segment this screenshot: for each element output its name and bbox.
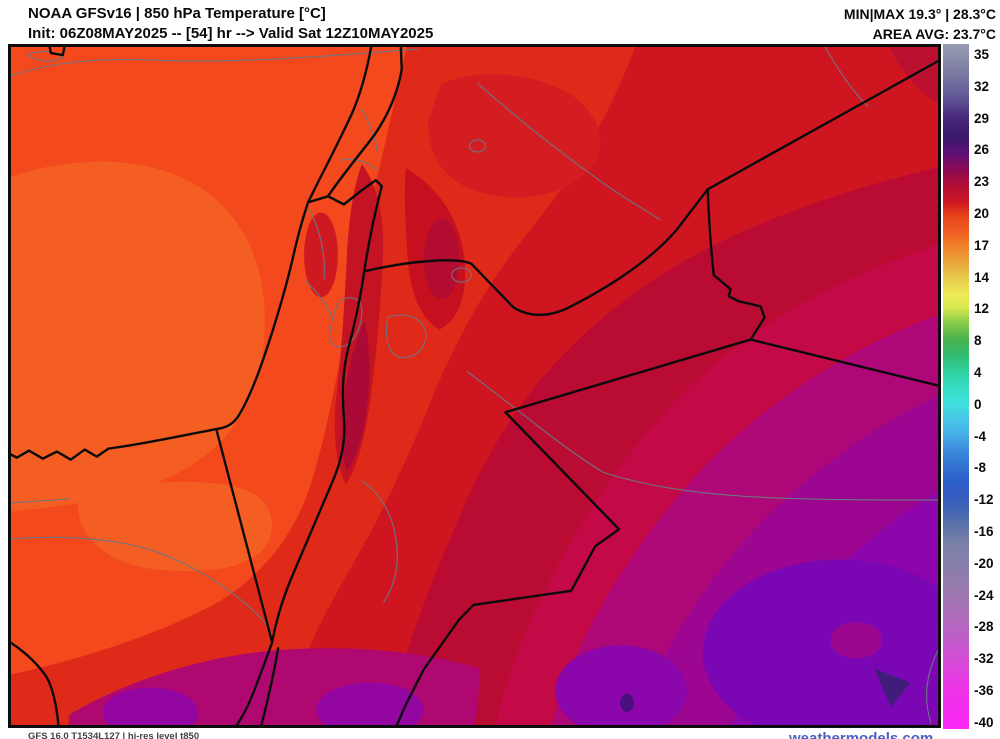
colorbar-tick: 23 (974, 174, 990, 190)
jordan-saudi-border-ne (504, 338, 752, 414)
colorbar-tick: 32 (974, 78, 990, 94)
small-coastal-feature (48, 47, 66, 57)
watermark: weathermodels.com (789, 730, 934, 739)
gulf-of-aqaba (235, 641, 280, 725)
area-avg-label: AREA AVG: 23.7°C (872, 26, 996, 42)
colorbar (943, 44, 969, 729)
minmax-label: MIN|MAX 19.3° | 28.3°C (843, 6, 996, 22)
syria-iraq-border (706, 59, 938, 191)
jordan-iraq-border (706, 188, 766, 341)
syria-jordan-border (364, 188, 709, 317)
colorbar-tick-labels: 35 32 29 26 23 20 17 14 12 8 4 0 -4 -8 -12 -16 -20 -24 -28… (974, 47, 1000, 731)
colorbar-tick: 14 (974, 269, 990, 285)
colorbar-tick: 26 (974, 142, 990, 158)
colorbar-tick: 8 (974, 333, 982, 349)
init-valid-line: Init: 06Z08MAY2025 -- [54] hr --> Valid … (28, 25, 434, 42)
colorbar-tick: 29 (974, 110, 990, 126)
gulf-of-suez-coast (11, 641, 60, 725)
colorbar-tick: -12 (974, 492, 994, 508)
colorbar-tick: 17 (974, 237, 990, 253)
colorbar-tick: -24 (974, 587, 994, 603)
header-left: NOAA GFSv16 | 850 hPa Temperature [°C] I… (28, 4, 433, 44)
colorbar-tick: -40 (974, 714, 994, 730)
country-borders (11, 47, 938, 725)
temperature-map (11, 47, 938, 725)
colorbar-tick: 20 (974, 205, 990, 221)
colorbar-tick: -32 (974, 651, 994, 667)
colorbar-tick: -28 (974, 619, 994, 635)
colorbar-tick: -4 (974, 428, 987, 444)
colorbar-tick: -16 (974, 523, 994, 539)
jordan-valley-border (270, 185, 383, 644)
temperature-map-frame (8, 44, 941, 728)
coastline (11, 47, 373, 461)
colorbar-tick: 0 (974, 396, 982, 412)
israel-lebanon-border (306, 178, 383, 206)
colorbar-tick: -20 (974, 555, 994, 571)
colorbar-tick: 35 (974, 47, 990, 62)
jordan-saudi-border-zigzag (395, 411, 621, 725)
egypt-israel-border (215, 428, 274, 644)
colorbar-tick: -8 (974, 460, 987, 476)
page-title: NOAA GFSv16 | 850 hPa Temperature [°C] (28, 5, 326, 22)
model-info: GFS 16.0 T1534L127 | hi-res level t850 (28, 731, 200, 739)
lebanon-syria-border (326, 47, 403, 198)
temperature-fill-layers (11, 47, 938, 725)
colorbar-tick: 4 (974, 364, 982, 380)
header-right: MIN|MAX 19.3° | 28.3°C AREA AVG: 23.7°C (844, 4, 996, 44)
colorbar-tick: 12 (974, 301, 990, 317)
colorbar-tick: -36 (974, 682, 994, 698)
jordan-saudi-border-east (749, 338, 938, 387)
